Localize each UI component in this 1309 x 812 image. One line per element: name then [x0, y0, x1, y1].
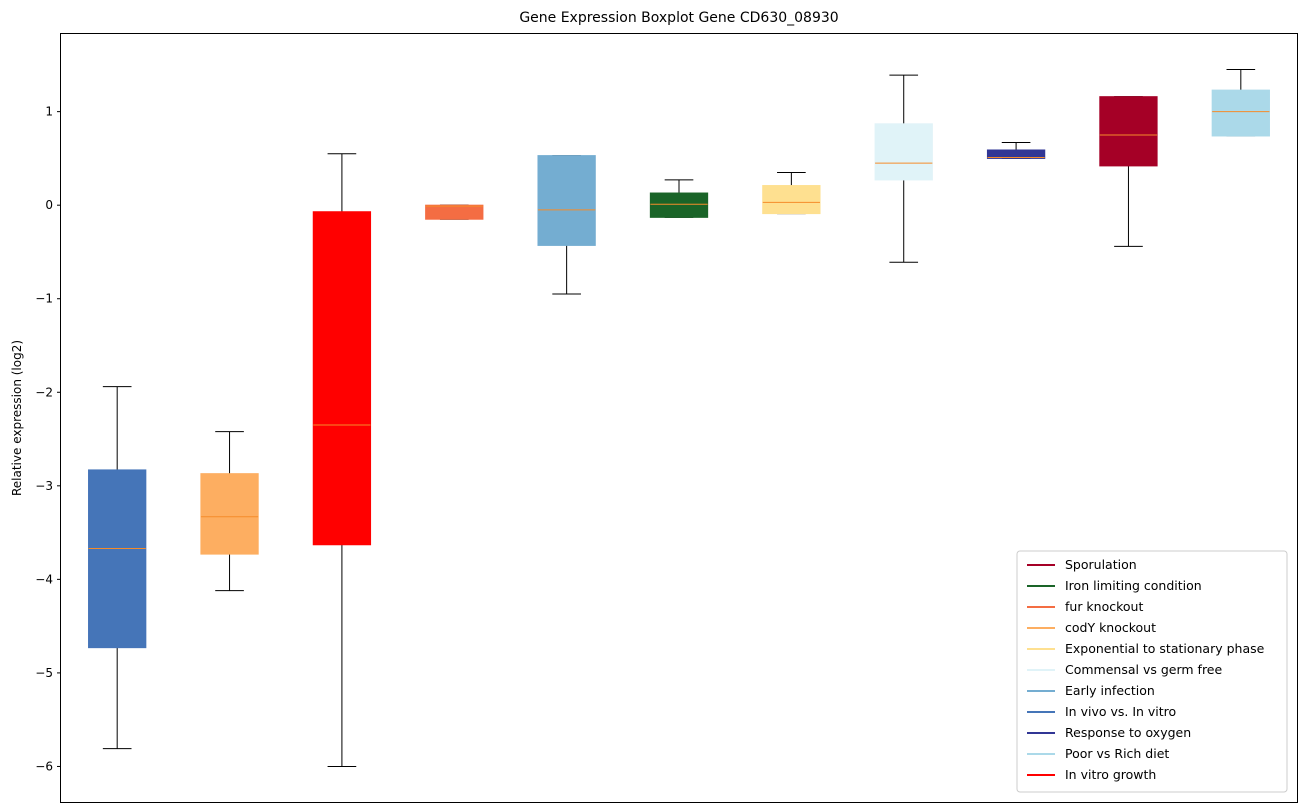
box-fur-knockout	[425, 204, 484, 220]
iqr-box	[200, 473, 259, 555]
y-tick-label: −3	[35, 479, 53, 493]
box-poor-vs-rich-diet	[1211, 69, 1270, 137]
iqr-box	[986, 149, 1046, 159]
iqr-box	[88, 469, 147, 649]
chart-title: Gene Expression Boxplot Gene CD630_08930	[519, 10, 838, 26]
legend-label: codY knockout	[1065, 620, 1156, 635]
legend-label: In vitro growth	[1065, 767, 1156, 782]
y-axis-label: Relative expression (log2)	[10, 340, 24, 496]
box-early-infection	[537, 155, 596, 295]
iqr-box	[312, 211, 372, 546]
box-commensal-vs-germ-free	[874, 74, 933, 263]
iqr-box	[537, 155, 596, 246]
legend-label: Sporulation	[1065, 557, 1137, 572]
iqr-box	[649, 192, 709, 218]
box-exponential-to-stationary-phase	[762, 171, 821, 215]
legend-label: fur knockout	[1065, 599, 1143, 614]
iqr-box	[1211, 89, 1270, 137]
legend-label: Response to oxygen	[1065, 725, 1191, 740]
legend-box	[1016, 550, 1288, 793]
legend-label: In vivo vs. In vitro	[1065, 704, 1176, 719]
boxes-layer	[88, 69, 1270, 767]
legend: Sporulation Iron limiting condition fur kn…	[1016, 550, 1288, 793]
iqr-box	[1099, 96, 1158, 167]
y-tick-label: 0	[45, 198, 53, 212]
y-axis: 1 0 −1 −2 −3 −4 −5 −6	[35, 105, 61, 773]
y-tick-label: 1	[45, 105, 53, 119]
y-tick-label: −1	[35, 292, 53, 306]
y-tick-label: −4	[35, 572, 53, 586]
box-response-to-oxygen	[986, 142, 1046, 159]
box-in-vitro-growth	[312, 153, 372, 767]
box-in-vivo-vs-in-vitro	[88, 386, 147, 750]
box-iron-limiting-condition	[649, 179, 709, 218]
legend-label: Poor vs Rich diet	[1065, 746, 1169, 761]
y-tick-label: −5	[35, 666, 53, 680]
legend-label: Exponential to stationary phase	[1065, 641, 1265, 656]
legend-label: Early infection	[1065, 683, 1155, 698]
y-tick-label: −2	[35, 385, 53, 399]
iqr-box	[762, 185, 821, 215]
box-sporulation	[1099, 96, 1158, 247]
y-tick-label: −6	[35, 759, 53, 773]
iqr-box	[874, 123, 933, 181]
iqr-box	[425, 204, 484, 220]
plot-frame	[60, 33, 1298, 803]
legend-label: Iron limiting condition	[1065, 578, 1202, 593]
legend-label: Commensal vs germ free	[1065, 662, 1222, 677]
box-cody-knockout	[200, 431, 259, 592]
